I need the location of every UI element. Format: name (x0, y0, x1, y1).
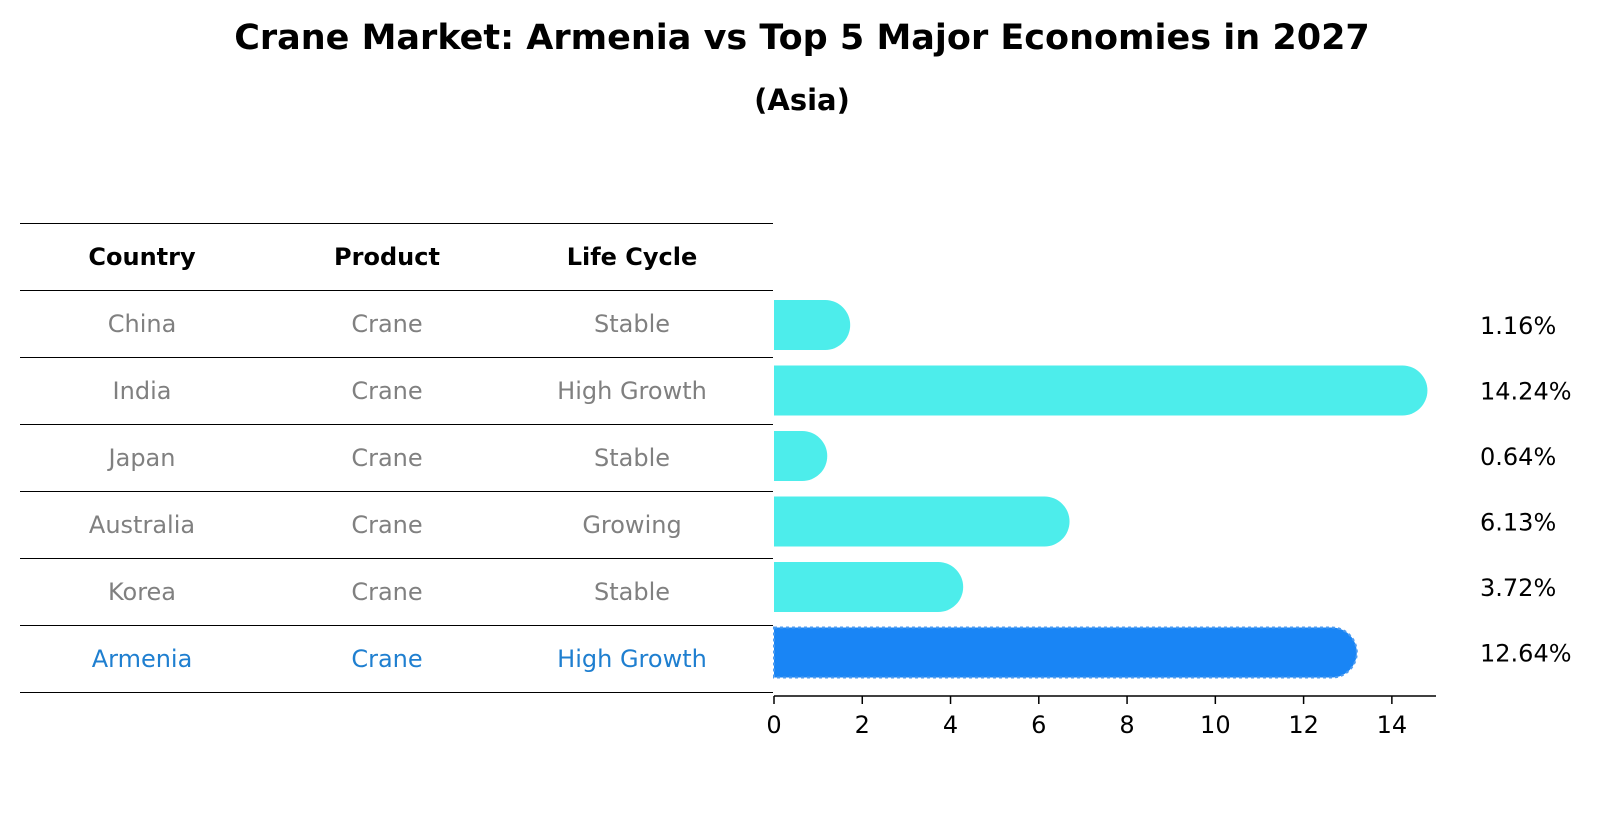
table-cell-life-cycle: High Growth (557, 644, 707, 673)
data-table: Country Product Life Cycle China Crane Stable… (20, 223, 773, 693)
bar-armenia (773, 626, 1358, 679)
x-tick-label: 8 (1119, 711, 1134, 739)
table-header-cell: Life Cycle (566, 242, 698, 271)
bar-india (774, 365, 1428, 416)
table-cell-product: Crane (351, 644, 423, 673)
table-cell-country: Australia (88, 510, 196, 539)
x-tick-label: 6 (1031, 711, 1046, 739)
table-cell-product: Crane (351, 577, 423, 606)
chart-subtitle: (Asia) (754, 83, 850, 117)
bar-value-label: 14.24% (1480, 378, 1572, 406)
x-tick-label: 14 (1377, 711, 1408, 739)
table-cell-country: Japan (108, 443, 176, 472)
bar-value-label: 0.64% (1480, 443, 1556, 471)
table-cell-life-cycle: Stable (593, 577, 671, 606)
x-tick-label: 2 (855, 711, 870, 739)
bar-value-label: 6.13% (1480, 509, 1556, 537)
bar-value-label: 1.16% (1480, 312, 1556, 340)
bar-japan (774, 431, 828, 481)
table-rule (20, 692, 773, 693)
x-tick-label: 4 (943, 711, 958, 739)
chart-title: Crane Market: Armenia vs Top 5 Major Eco… (234, 18, 1370, 58)
x-tick-label: 12 (1288, 711, 1319, 739)
table-cell-country: India (112, 376, 172, 405)
table-cell-life-cycle: Growing (582, 510, 682, 539)
bar-value-label: 12.64% (1480, 640, 1572, 668)
table-cell-country: Armenia (91, 644, 193, 673)
table-cell-product: Crane (351, 376, 423, 405)
x-tick-label: 10 (1200, 711, 1231, 739)
table-header-cell: Product (334, 242, 440, 271)
table-cell-life-cycle: Stable (593, 309, 671, 338)
table-header-cell: Country (88, 242, 196, 271)
table-cell-country: Korea (107, 577, 177, 606)
x-tick-label: 0 (766, 711, 781, 739)
table-rule (20, 491, 773, 492)
table-cell-product: Crane (351, 510, 423, 539)
table-rule (20, 290, 773, 291)
table-rule (20, 558, 773, 559)
table-rule (20, 424, 773, 425)
table-cell-life-cycle: High Growth (557, 376, 707, 405)
table-rule (20, 625, 773, 626)
bar-korea (774, 562, 964, 612)
bar-value-label: 3.72% (1480, 574, 1556, 602)
bar-china (774, 300, 851, 350)
table-rule (20, 357, 773, 358)
bar-australia (774, 496, 1070, 547)
table-rule (20, 223, 773, 224)
table-cell-country: China (107, 309, 177, 338)
table-cell-life-cycle: Stable (593, 443, 671, 472)
table-cell-product: Crane (351, 443, 423, 472)
table-cell-product: Crane (351, 309, 423, 338)
